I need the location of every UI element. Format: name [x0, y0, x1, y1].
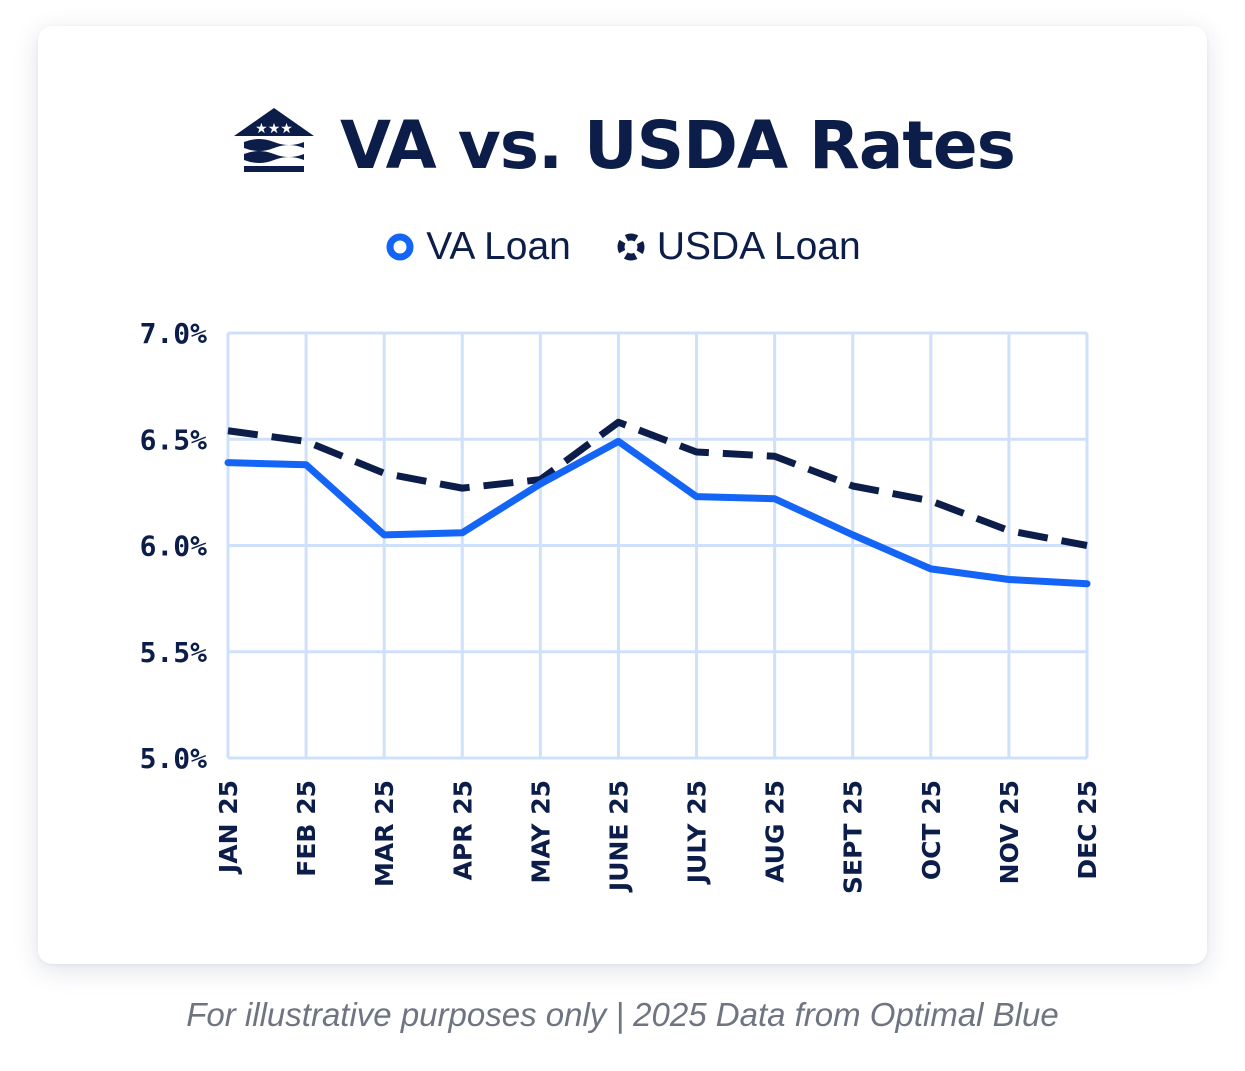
legend-item-va: VA Loan: [384, 225, 571, 269]
legend-item-usda: USDA Loan: [615, 225, 861, 269]
dashed-circle-marker-icon: [617, 233, 645, 261]
house-flag-logo-icon: ★★★: [234, 108, 315, 172]
usda-loan-line: [227, 418, 1088, 549]
y-tick-label: 5.5%: [140, 636, 208, 669]
x-tick-label: APR 25: [448, 780, 477, 880]
x-tick-label: SEPT 25: [839, 780, 868, 894]
x-tick-label: JULY 25: [683, 780, 712, 885]
y-tick-label: 5.0%: [140, 742, 208, 775]
y-axis-ticks: 7.0% 6.5% 6.0% 5.5% 5.0%: [140, 317, 208, 775]
legend: VA Loan USDA Loan: [0, 222, 1245, 272]
y-tick-label: 7.0%: [140, 317, 208, 350]
x-axis-ticks: JAN 25 FEB 25 MAR 25 APR 25 MAY 25 JUNE 25 JUL…: [214, 780, 1102, 894]
chart-card: [38, 26, 1207, 964]
chart-grid: [226, 331, 1089, 760]
svg-text:★★★: ★★★: [255, 121, 293, 137]
legend-label-usda: USDA Loan: [656, 225, 861, 268]
x-tick-label: OCT 25: [917, 780, 946, 880]
legend-label-va: VA Loan: [426, 225, 571, 268]
chart-lines: [224, 418, 1091, 588]
x-tick-label: NOV 25: [995, 780, 1024, 884]
y-tick-label: 6.0%: [140, 530, 208, 563]
va-loan-line: [224, 437, 1091, 588]
x-tick-label: AUG 25: [761, 780, 790, 883]
x-tick-label: FEB 25: [292, 780, 321, 877]
solid-circle-marker-icon: [386, 233, 414, 261]
chart-title: VA vs. USDA Rates: [340, 106, 1016, 184]
x-tick-label: DEC 25: [1073, 780, 1102, 880]
x-tick-label: MAY 25: [526, 780, 555, 883]
footnote: For illustrative purposes only | 2025 Da…: [186, 996, 1059, 1033]
x-tick-label: MAR 25: [370, 780, 399, 887]
title-row: ★★★ VA vs. USDA Rates: [0, 100, 1245, 190]
x-tick-label: JAN 25: [214, 780, 243, 875]
x-tick-label: JUNE 25: [604, 780, 633, 893]
y-tick-label: 6.5%: [140, 423, 208, 456]
